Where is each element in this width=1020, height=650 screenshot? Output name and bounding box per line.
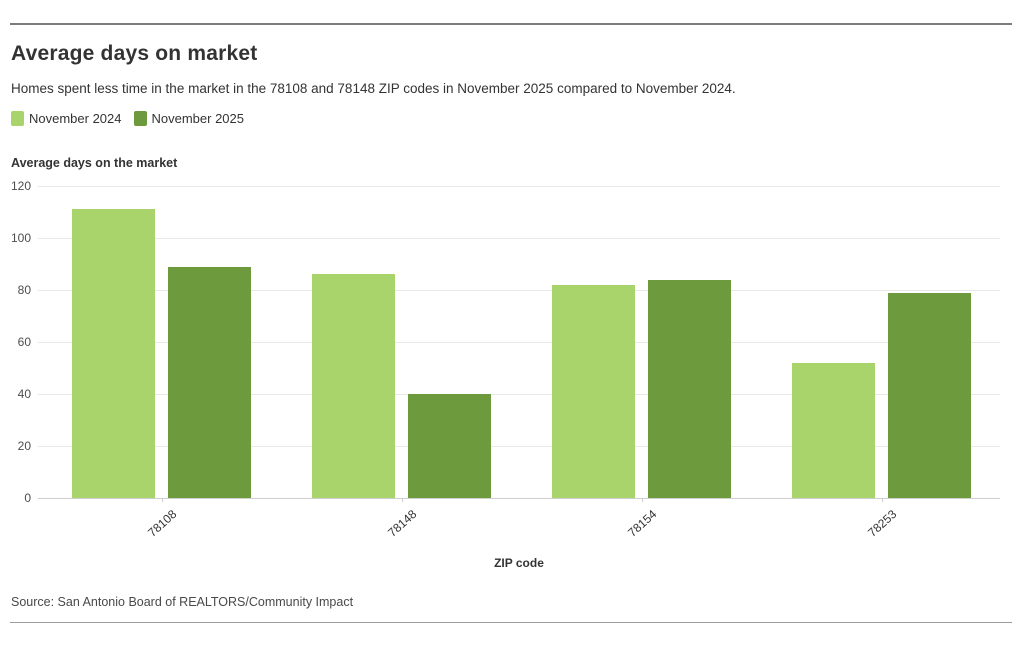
x-tick-78154 — [641, 498, 643, 502]
legend-swatch-november-2024 — [11, 111, 24, 126]
gridline-60 — [38, 342, 1000, 343]
y-tick-label-120: 120 — [10, 179, 31, 193]
legend-label: November 2024 — [29, 111, 122, 126]
y-axis-title: Average days on the market — [11, 156, 178, 170]
y-tick-label-40: 40 — [17, 387, 31, 401]
chart-title: Average days on market — [11, 42, 258, 65]
gridline-100 — [38, 238, 1000, 239]
bar-78253-november-2024 — [792, 362, 875, 498]
gridline-80 — [38, 290, 1000, 291]
top-divider — [10, 23, 1012, 25]
bar-78148-november-2025 — [408, 394, 491, 498]
x-tick-label-78253: 78253 — [864, 507, 899, 540]
legend-label: November 2025 — [151, 111, 245, 126]
chart-subtitle: Homes spent less time in the market in t… — [11, 81, 736, 96]
legend-item: November 2024 — [11, 111, 122, 126]
x-axis-baseline — [38, 498, 1000, 499]
gridline-20 — [38, 446, 1000, 447]
bar-78154-november-2024 — [552, 284, 635, 498]
x-tick-78253 — [881, 498, 883, 502]
y-tick-label-60: 60 — [17, 335, 31, 349]
bar-78148-november-2024 — [312, 274, 395, 498]
legend-item: November 2025 — [133, 111, 245, 126]
x-tick-label-78108: 78108 — [144, 507, 179, 540]
x-tick-label-78154: 78154 — [624, 507, 659, 540]
y-tick-label-80: 80 — [17, 283, 31, 297]
x-tick-78108 — [161, 498, 163, 502]
gridline-120 — [38, 186, 1000, 187]
legend-swatch-november-2025 — [133, 111, 147, 126]
gridline-40 — [38, 394, 1000, 395]
y-tick-label-20: 20 — [17, 439, 31, 453]
bar-78154-november-2025 — [648, 279, 731, 498]
y-tick-label-0: 0 — [24, 491, 31, 505]
y-tick-label-100: 100 — [10, 231, 31, 245]
x-tick-78148 — [401, 498, 403, 502]
x-axis-label: ZIP code — [494, 556, 544, 570]
bar-78108-november-2025 — [168, 266, 251, 498]
bar-78253-november-2025 — [888, 292, 971, 498]
legend: November 2024 November 2025 — [11, 111, 244, 126]
bottom-divider — [10, 622, 1012, 623]
x-tick-label-78148: 78148 — [384, 507, 419, 540]
bar-78108-november-2024 — [72, 209, 155, 498]
source-attribution: Source: San Antonio Board of REALTORS/Co… — [11, 595, 354, 609]
